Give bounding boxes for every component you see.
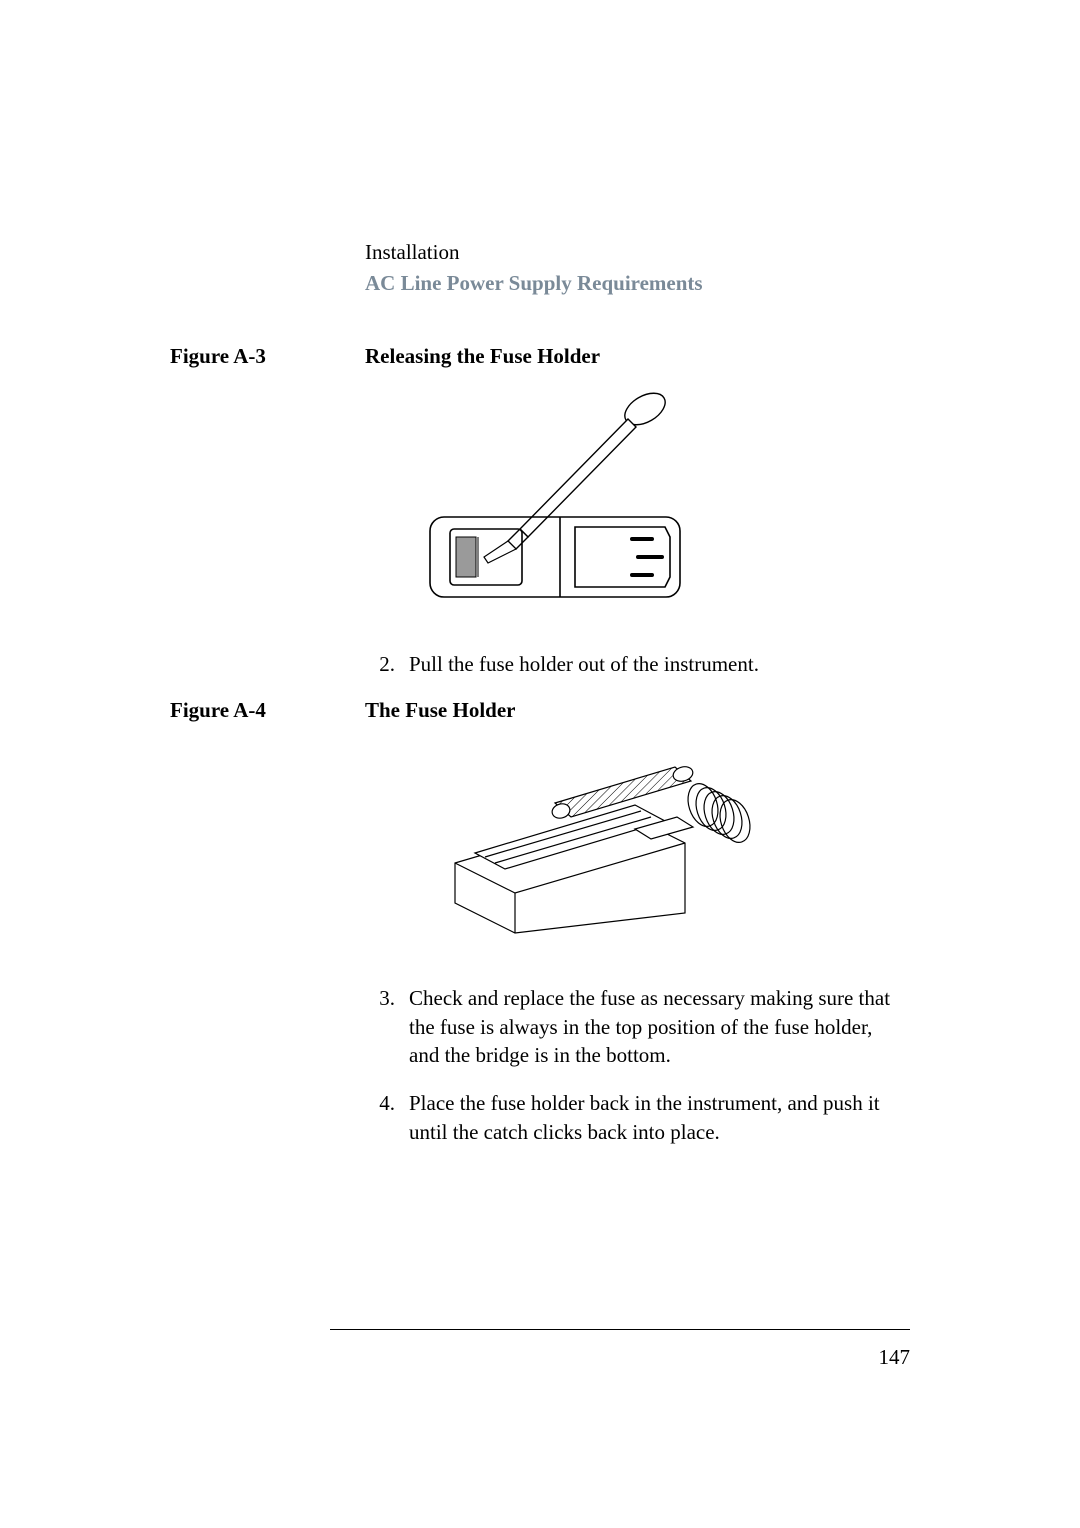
step-4-text: Place the fuse holder back in the instru…: [409, 1089, 899, 1146]
figure-a3-label: Figure A-3: [170, 344, 365, 369]
step-4-number: 4.: [365, 1089, 395, 1117]
step-2-text: Pull the fuse holder out of the instrume…: [409, 650, 899, 678]
figure-a3-heading: Figure A-3 Releasing the Fuse Holder: [170, 344, 910, 369]
figure-a4-caption: The Fuse Holder: [365, 698, 516, 723]
page: Installation AC Line Power Supply Requir…: [0, 0, 1080, 1528]
figure-a4-diagram: [425, 743, 910, 948]
step-2: 2. Pull the fuse holder out of the instr…: [365, 650, 910, 678]
page-header: Installation AC Line Power Supply Requir…: [365, 240, 910, 296]
figure-a4-label: Figure A-4: [170, 698, 365, 723]
page-number: 147: [879, 1345, 911, 1370]
step-3-number: 3.: [365, 984, 395, 1012]
step-4: 4. Place the fuse holder back in the ins…: [365, 1089, 910, 1146]
step-2-number: 2.: [365, 650, 395, 678]
figure-a3-caption: Releasing the Fuse Holder: [365, 344, 600, 369]
chapter-title: Installation: [365, 240, 910, 265]
figure-a3-diagram: [410, 389, 910, 614]
step-3-text: Check and replace the fuse as necessary …: [409, 984, 899, 1069]
section-title: AC Line Power Supply Requirements: [365, 271, 910, 296]
step-3: 3. Check and replace the fuse as necessa…: [365, 984, 910, 1069]
footer-rule: [330, 1329, 910, 1330]
figure-a4-heading: Figure A-4 The Fuse Holder: [170, 698, 910, 723]
